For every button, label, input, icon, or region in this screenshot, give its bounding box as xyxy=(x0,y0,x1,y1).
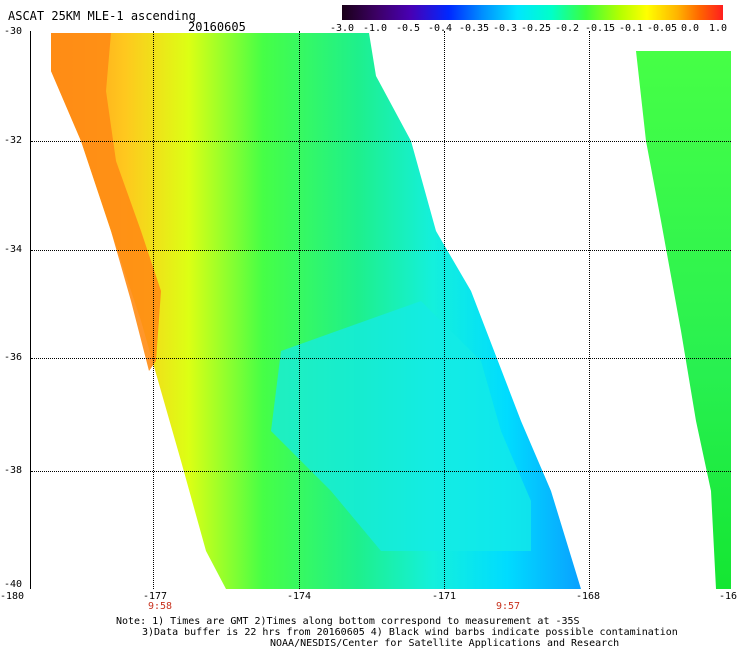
grid-line xyxy=(589,31,590,589)
lon-label: -171 xyxy=(431,591,457,602)
lat-label: -36 xyxy=(4,352,23,363)
lon-label: -177 xyxy=(142,591,168,602)
colorbar-label: -0.25 xyxy=(520,23,552,34)
time-label: 9:58 xyxy=(147,601,173,612)
grid-line xyxy=(299,31,300,589)
note-line-3: NOAA/NESDIS/Center for Satellite Applica… xyxy=(270,638,620,649)
colorbar-label: -1.0 xyxy=(362,23,388,34)
map-title: ASCAT 25KM MLE-1 ascending xyxy=(8,9,196,23)
grid-line xyxy=(31,250,731,251)
colorbar-label: -0.3 xyxy=(492,23,518,34)
lat-label: -30 xyxy=(4,26,23,37)
colorbar-label: -0.35 xyxy=(458,23,490,34)
map-date: 20160605 xyxy=(188,20,246,34)
lon-label: -180 xyxy=(0,591,25,602)
lat-label: -32 xyxy=(4,135,23,146)
swath-orange-edge xyxy=(51,33,161,371)
note-line-2: 3)Data buffer is 22 hrs from 20160605 4)… xyxy=(142,627,678,638)
colorbar-label: -3.0 xyxy=(329,23,355,34)
time-label: 9:57 xyxy=(495,601,521,612)
colorbar-label: -0.15 xyxy=(584,23,616,34)
swath-cyan-core xyxy=(271,301,531,551)
lon-label: -174 xyxy=(286,591,312,602)
grid-line xyxy=(31,358,731,359)
colorbar-label: -0.1 xyxy=(618,23,644,34)
colorbar-label: -0.5 xyxy=(395,23,421,34)
lon-label: -168 xyxy=(575,591,601,602)
colorbar-label: -0.4 xyxy=(427,23,453,34)
colorbar xyxy=(342,5,723,20)
grid-line xyxy=(31,471,731,472)
colorbar-label: -0.2 xyxy=(554,23,580,34)
colorbar-label: 1.0 xyxy=(708,23,728,34)
colorbar-label: 0.0 xyxy=(680,23,700,34)
grid-line xyxy=(153,31,154,589)
wind-field-map xyxy=(51,33,731,589)
note-line-1: Note: 1) Times are GMT 2)Times along bot… xyxy=(116,616,580,627)
lat-label: -38 xyxy=(4,465,23,476)
grid-line xyxy=(444,31,445,589)
swath-right xyxy=(636,51,731,589)
colorbar-label: -0.05 xyxy=(646,23,678,34)
grid-line xyxy=(31,141,731,142)
lon-label: -16 xyxy=(718,591,738,602)
lat-label: -34 xyxy=(4,244,23,255)
lat-label: -40 xyxy=(4,579,23,590)
map-panel xyxy=(30,31,731,589)
